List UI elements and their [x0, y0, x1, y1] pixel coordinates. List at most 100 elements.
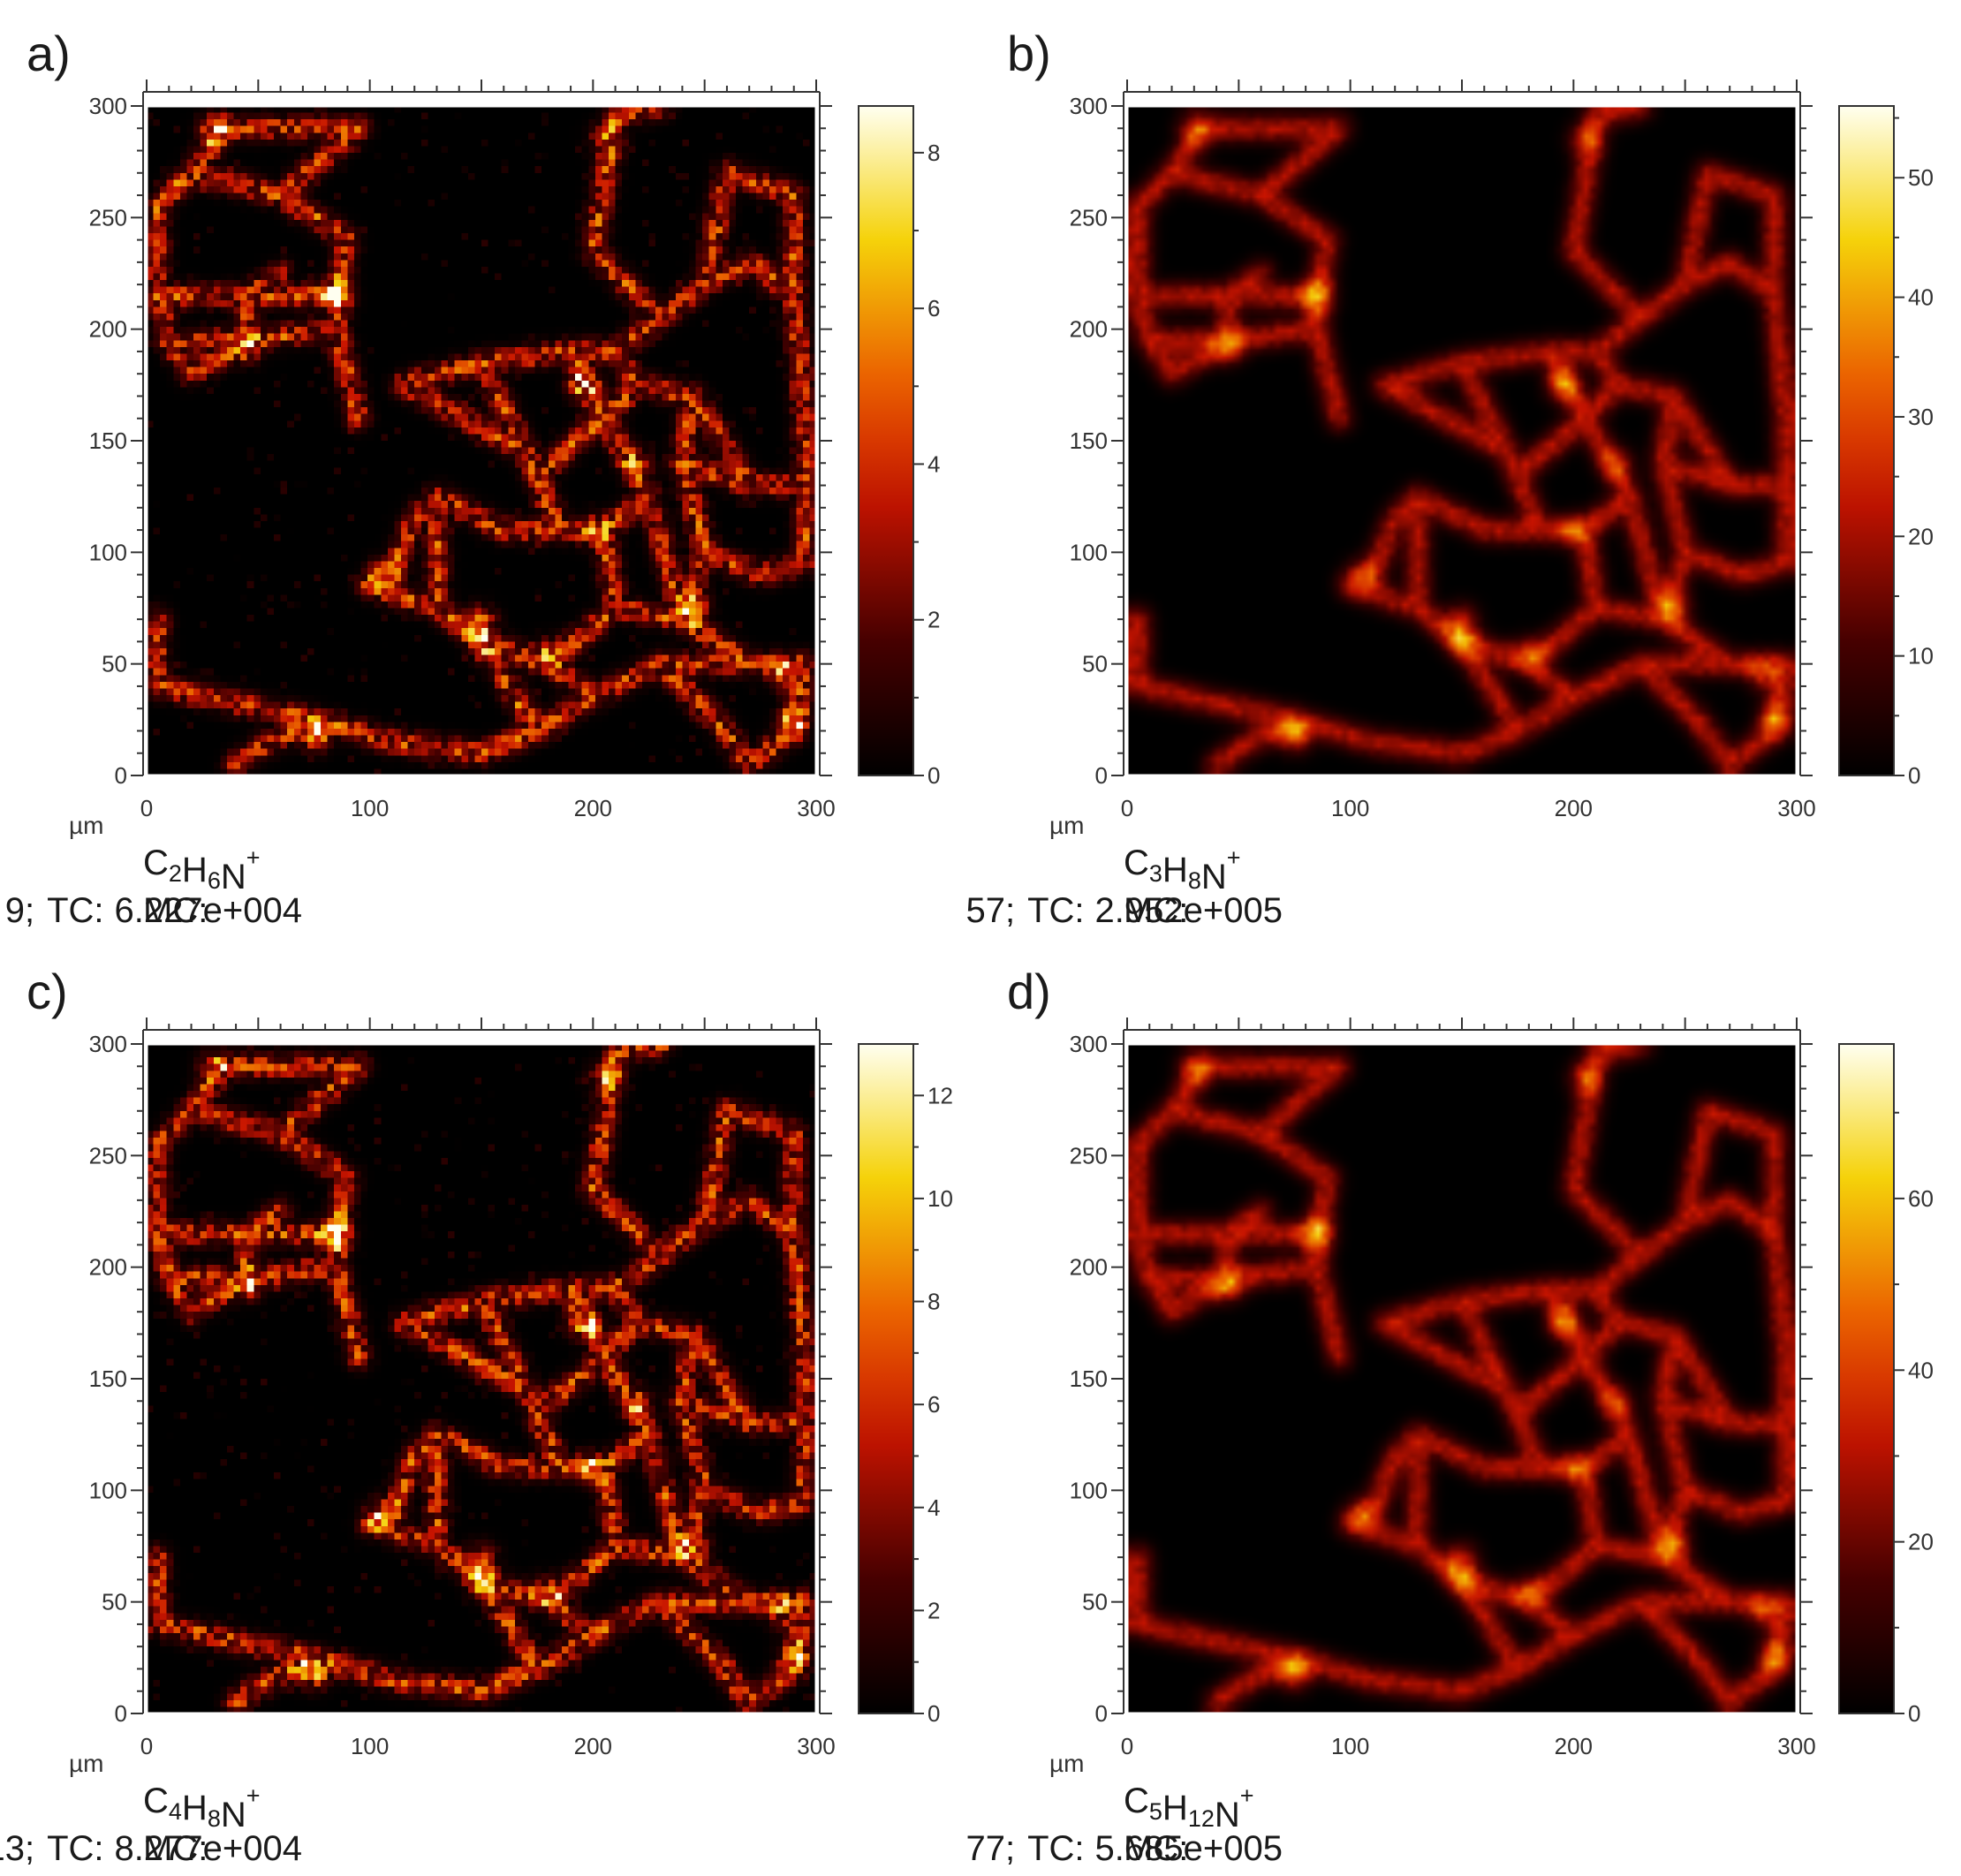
x-tick-label: 200 — [574, 795, 612, 821]
x-tick-label: 100 — [351, 1733, 389, 1759]
colorbar-tick-label: 0 — [1908, 762, 1920, 789]
panel-c-label: c) — [26, 964, 68, 1019]
x-tick-label: 300 — [1777, 795, 1815, 821]
colorbar-tick-label: 30 — [1908, 404, 1934, 430]
colorbar-tick-label: 0 — [928, 1700, 940, 1727]
y-tick-label: 200 — [1070, 1254, 1108, 1281]
y-tick-label: 200 — [89, 316, 127, 343]
colorbar-tick-label: 4 — [928, 450, 940, 477]
y-tick-label: 300 — [89, 93, 127, 119]
y-tick-label: 150 — [1070, 1365, 1108, 1392]
y-tick-label: 250 — [1070, 1142, 1108, 1169]
y-tick-label: 200 — [89, 1254, 127, 1281]
panel-b-axes — [1111, 79, 1813, 776]
panel-d: d) 0 50 100 150 200 250 300 0 100 200 300 µm 0 20 40 60 C… — [966, 938, 1961, 1876]
panel-b-stats: MC:57; TC: 2.952e+005 — [966, 891, 1283, 930]
y-tick-label: 150 — [1070, 427, 1108, 454]
panel-b-plot-frame — [1125, 104, 1798, 777]
y-tick-label: 300 — [89, 1031, 127, 1057]
x-tick-label: 300 — [797, 795, 835, 821]
colorbar-tick-label: 50 — [1908, 164, 1934, 191]
y-tick-label: 250 — [89, 1142, 127, 1169]
colorbar-tick-label: 6 — [928, 1391, 940, 1418]
panel-a: a) 0 50 100 150 200 250 300 0 100 200 300 µm 0 2 4 6 8 C2H… — [0, 0, 980, 938]
panel-d-plot-frame — [1125, 1042, 1798, 1715]
x-tick-label: 200 — [1555, 795, 1593, 821]
panel-c-ion-formula: C4H8N+ — [143, 1781, 261, 1834]
colorbar-tick-label: 2 — [928, 607, 940, 633]
y-tick-label: 150 — [89, 1365, 127, 1392]
panel-a-colorbar — [858, 105, 914, 776]
colorbar-tick-label: 8 — [928, 1289, 940, 1315]
x-tick-label: 100 — [1331, 795, 1369, 821]
panel-a-ion-formula: C2H6N+ — [143, 843, 261, 896]
y-tick-label: 0 — [1095, 762, 1108, 789]
panel-d-label: d) — [1007, 964, 1051, 1019]
y-tick-label: 50 — [1082, 651, 1108, 677]
panel-a-axes — [131, 79, 832, 776]
colorbar-tick-label: 2 — [928, 1597, 940, 1623]
y-tick-label: 0 — [1095, 1700, 1108, 1727]
colorbar-tick-label: 40 — [1908, 1357, 1934, 1383]
panel-a-heatmap — [147, 106, 816, 775]
panel-d-ion-formula: C5H12N+ — [1124, 1781, 1254, 1834]
panel-d-axes — [1111, 1017, 1813, 1714]
panel-c-stats: MC:13;TC:8.277e+004 — [0, 1829, 302, 1868]
x-tick-label: 100 — [1331, 1733, 1369, 1759]
panel-c-heatmap — [147, 1044, 816, 1713]
x-tick-label: 0 — [1121, 1733, 1133, 1759]
colorbar-tick-label: 12 — [928, 1082, 953, 1108]
y-tick-label: 300 — [1070, 93, 1108, 119]
unit-label: µm — [1049, 1750, 1084, 1777]
y-tick-label: 50 — [102, 1589, 127, 1615]
panel-a-label: a) — [26, 26, 71, 81]
panel-b-label: b) — [1007, 26, 1051, 81]
panel-a-chart: a) 0 50 100 150 200 250 300 0 100 200 300 µm 0 2 4 6 8 C2H… — [5, 26, 941, 930]
panel-b-chart: b) 0 50 100 150 200 250 300 0 100 200 300 µm 0 10 20 30 4… — [966, 26, 1934, 930]
panel-c-chart: c) 0 50 100 150 200 250 300 0 100 200 300 µm 0 2 4 6 8 10 1… — [0, 964, 953, 1868]
y-tick-label: 250 — [89, 204, 127, 231]
colorbar-tick-label: 0 — [928, 762, 940, 789]
panel-c-colorbar — [858, 1043, 914, 1714]
y-tick-label: 0 — [115, 762, 127, 789]
colorbar-tick-label: 60 — [1908, 1185, 1934, 1212]
colorbar-tick-label: 6 — [928, 295, 940, 321]
colorbar-tick-label: 10 — [928, 1185, 953, 1212]
panel-b-ion-formula: C3H8N+ — [1124, 843, 1241, 896]
unit-label: µm — [69, 1750, 103, 1777]
colorbar-tick-label: 20 — [1908, 523, 1934, 549]
y-tick-label: 300 — [1070, 1031, 1108, 1057]
colorbar-tick-label: 20 — [1908, 1529, 1934, 1555]
x-tick-label: 0 — [140, 1733, 153, 1759]
panel-c-axes — [131, 1017, 832, 1714]
colorbar-tick-label: 0 — [1908, 1700, 1920, 1727]
colorbar-tick-label: 8 — [928, 140, 940, 166]
panel-c: c) 0 50 100 150 200 250 300 0 100 200 300 µm 0 2 4 6 8 10 1… — [0, 938, 980, 1876]
panel-b-colorbar — [1838, 105, 1895, 776]
y-tick-label: 150 — [89, 427, 127, 454]
y-tick-label: 200 — [1070, 316, 1108, 343]
panel-d-heatmap — [1127, 1044, 1797, 1713]
panel-d-stats: MC:77; TC: 5.685e+005 — [966, 1829, 1283, 1868]
panel-d-colorbar — [1838, 1043, 1895, 1714]
y-tick-label: 100 — [1070, 539, 1108, 565]
x-tick-label: 200 — [574, 1733, 612, 1759]
unit-label: µm — [69, 812, 103, 839]
panel-a-stats: MC:9; TC: 6.227e+004 — [5, 891, 302, 930]
x-tick-label: 300 — [1777, 1733, 1815, 1759]
panel-b: b) 0 50 100 150 200 250 300 0 100 200 300 µm 0 10 20 30 4… — [966, 0, 1961, 938]
colorbar-tick-label: 10 — [1908, 643, 1934, 669]
colorbar-tick-label: 40 — [1908, 284, 1934, 311]
x-tick-label: 300 — [797, 1733, 835, 1759]
y-tick-label: 50 — [102, 651, 127, 677]
y-tick-label: 250 — [1070, 204, 1108, 231]
y-tick-label: 50 — [1082, 1589, 1108, 1615]
y-tick-label: 100 — [89, 539, 127, 565]
x-tick-label: 100 — [351, 795, 389, 821]
panel-a-plot-frame — [145, 104, 818, 777]
colorbar-tick-label: 4 — [928, 1494, 940, 1521]
panel-d-chart: d) 0 50 100 150 200 250 300 0 100 200 300 µm 0 20 40 60 C… — [966, 964, 1934, 1868]
panel-b-heatmap — [1127, 106, 1797, 775]
x-tick-label: 0 — [1121, 795, 1133, 821]
panel-c-plot-frame — [145, 1042, 818, 1715]
